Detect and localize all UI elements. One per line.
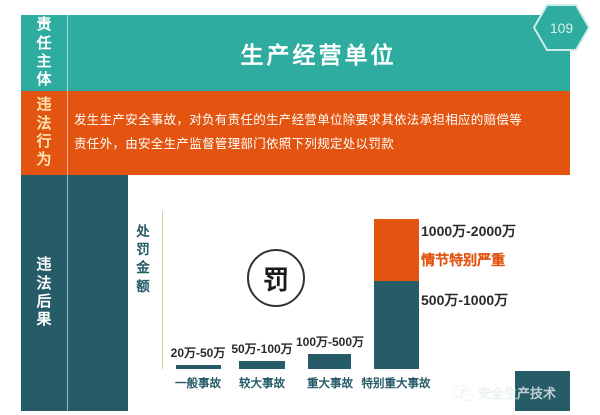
svg-text:109: 109 bbox=[550, 20, 574, 36]
